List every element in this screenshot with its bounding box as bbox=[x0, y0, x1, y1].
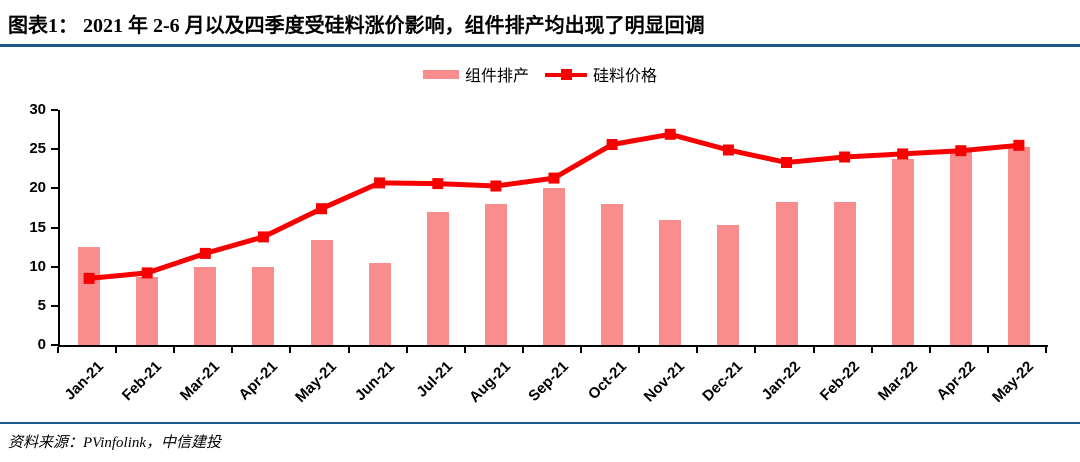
bar-Mar-22 bbox=[891, 158, 914, 345]
line-marker-Apr-22 bbox=[955, 145, 967, 157]
legend-label-line-series: 硅料价格 bbox=[593, 68, 658, 85]
legend-label-bar-series: 组件排产 bbox=[464, 68, 529, 85]
bar-Sep-21 bbox=[543, 188, 565, 345]
line-marker-Aug-21 bbox=[490, 180, 502, 192]
legend-item-line-series: 硅料价格 bbox=[545, 62, 657, 86]
bar-Jan-21 bbox=[78, 247, 101, 345]
x-axis-tick bbox=[347, 347, 350, 353]
y-axis-tick bbox=[51, 226, 58, 229]
plot-area bbox=[58, 110, 1048, 347]
bar-Jan-22 bbox=[775, 202, 798, 345]
x-axis-tick bbox=[870, 347, 873, 353]
y-axis-label: 10 bbox=[29, 257, 46, 275]
bar-Feb-21 bbox=[136, 276, 159, 345]
bar-Apr-22 bbox=[949, 151, 972, 345]
x-axis-tick bbox=[231, 347, 234, 353]
line-marker-Sep-21 bbox=[548, 172, 560, 184]
legend: 组件排产 硅料价格 bbox=[0, 62, 1080, 86]
line-marker-Jan-22 bbox=[781, 157, 792, 168]
x-axis-tick bbox=[289, 347, 292, 353]
line-marker-Mar-22 bbox=[897, 148, 909, 160]
bar-Feb-22 bbox=[833, 202, 856, 345]
line-marker-Jan-21 bbox=[83, 272, 95, 284]
bar-Mar-21 bbox=[194, 266, 217, 345]
x-axis-tick bbox=[57, 347, 59, 353]
line-marker-Feb-21 bbox=[141, 267, 153, 279]
x-axis-tick bbox=[521, 347, 524, 353]
line-marker-Nov-21 bbox=[664, 128, 676, 140]
bar-Nov-21 bbox=[659, 219, 682, 345]
line-marker-May-21 bbox=[316, 203, 327, 215]
chart: 0 5 10 15 20 25 30 Jan-21 Feb-21 Mar-21 Apr-21 May-… bbox=[0, 101, 1080, 406]
x-axis-tick bbox=[928, 347, 931, 353]
line-marker-May-22 bbox=[1013, 139, 1025, 151]
x-axis-tick bbox=[812, 347, 815, 353]
y-axis-tick bbox=[51, 304, 58, 307]
title-divider bbox=[0, 44, 1080, 47]
line-marker-Jun-21 bbox=[374, 177, 386, 189]
bar-Oct-21 bbox=[601, 204, 624, 345]
x-axis-tick bbox=[463, 347, 466, 353]
y-axis-label: 0 bbox=[37, 336, 46, 353]
bar-Jun-21 bbox=[368, 262, 391, 345]
y-axis-label: 30 bbox=[29, 101, 46, 118]
x-axis-tick bbox=[638, 347, 641, 353]
line-marker-Jul-21 bbox=[432, 178, 444, 190]
legend-item-bar-series: 组件排产 bbox=[422, 62, 529, 86]
x-axis-tick bbox=[1045, 347, 1047, 353]
line-marker-Mar-21 bbox=[199, 247, 211, 259]
y-axis-tick bbox=[51, 265, 58, 268]
line-marker-Apr-21 bbox=[257, 231, 269, 243]
x-axis-tick bbox=[986, 347, 989, 353]
bar-Apr-21 bbox=[252, 266, 275, 345]
figure-title: 图表1： 2021 年 2-6 月以及四季度受硅料涨价影响，组件排产均出现了明显… bbox=[8, 15, 705, 37]
line-swatch-marker bbox=[561, 68, 572, 80]
x-axis-tick bbox=[115, 347, 118, 353]
bar-May-22 bbox=[1007, 146, 1030, 345]
x-axis-tick bbox=[173, 347, 176, 353]
y-axis-tick bbox=[51, 109, 58, 111]
y-axis-label: 15 bbox=[29, 218, 46, 236]
y-axis-label: 25 bbox=[29, 140, 46, 158]
x-axis-tick bbox=[754, 347, 757, 353]
line-marker-Dec-21 bbox=[722, 144, 734, 156]
footer-divider bbox=[0, 422, 1080, 424]
bar-series-swatch bbox=[422, 69, 459, 79]
x-axis-tick bbox=[405, 347, 408, 353]
y-axis-label: 5 bbox=[37, 296, 46, 314]
y-axis-tick bbox=[51, 344, 58, 346]
line-marker-Oct-21 bbox=[606, 139, 618, 150]
bar-Aug-21 bbox=[484, 204, 507, 345]
y-axis-label: 20 bbox=[29, 179, 46, 197]
bar-Dec-21 bbox=[717, 225, 740, 345]
y-axis-tick bbox=[51, 148, 58, 151]
bar-Jul-21 bbox=[426, 211, 449, 345]
y-axis-tick bbox=[51, 187, 58, 190]
line-series-swatch bbox=[545, 68, 587, 80]
line-marker-Feb-22 bbox=[839, 151, 851, 163]
source-note: 资料来源：PVinfolink，中信建投 bbox=[8, 435, 222, 451]
bar-May-21 bbox=[310, 240, 333, 345]
x-axis-tick bbox=[696, 347, 699, 353]
x-axis-tick bbox=[580, 347, 583, 353]
line-series bbox=[83, 128, 1025, 284]
